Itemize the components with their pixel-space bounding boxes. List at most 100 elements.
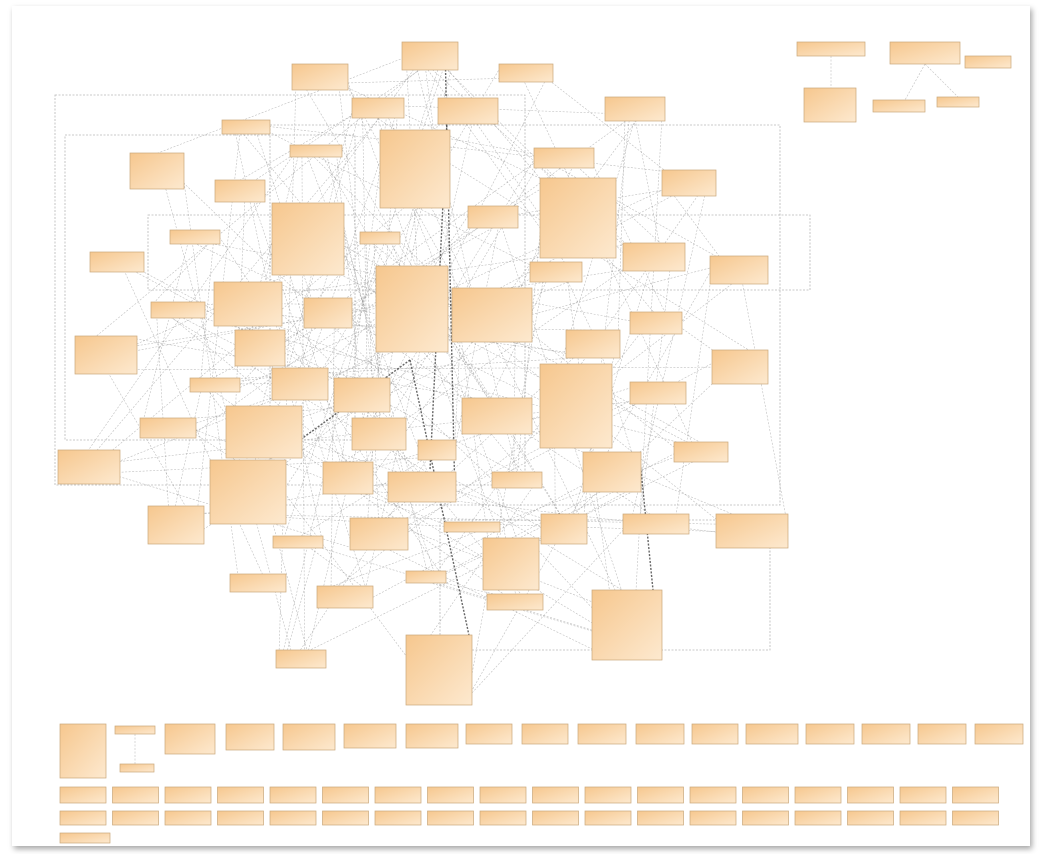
connector [335,64,475,316]
connector [359,79,547,446]
class-box [540,513,588,545]
connector [354,104,757,356]
connector [303,543,370,592]
connector [406,53,444,170]
class-box [465,723,513,745]
class-box [164,723,216,755]
connector [419,58,576,278]
class-box [217,810,264,826]
connector [227,110,360,188]
class-box [229,573,287,593]
class-box [189,377,241,393]
class-box [217,786,264,804]
connector [120,366,739,371]
nodes [57,41,1024,844]
connector [439,491,615,578]
class-box [322,461,374,495]
class-box [427,786,474,804]
class-box [427,810,474,826]
class-box [661,169,717,197]
connector [924,63,959,98]
class-box [351,97,405,119]
connector [365,233,380,546]
connector [471,518,634,694]
class-box [214,179,266,203]
class-box [225,723,275,751]
class-box [952,810,999,826]
connector [631,101,661,246]
class-box [59,832,111,844]
class-box [451,287,533,343]
class-box [405,723,459,749]
class-box [745,723,799,745]
connector [139,238,190,434]
class-box [539,177,617,259]
connector [302,83,575,538]
connector [569,159,664,247]
connector [89,103,393,459]
class-box [333,377,391,413]
connector [338,84,381,443]
class-box [213,281,283,327]
connector [357,104,649,116]
connector [286,536,320,654]
connector [304,396,370,599]
class-box [847,786,894,804]
class-box [889,41,961,65]
class-box [272,535,324,549]
connector [510,189,663,216]
class-box [291,63,349,91]
connector [171,382,203,521]
class-box [532,786,579,804]
class-box [861,723,911,745]
connector [548,80,676,180]
connector [360,464,622,605]
class-box [591,589,663,661]
class-box [169,229,221,245]
class-box [74,335,138,375]
connector [389,236,496,524]
class-box [443,521,501,533]
connector [633,99,664,640]
connector [639,260,672,525]
connector [313,207,491,378]
connector [540,157,735,267]
class-box [89,251,145,273]
class-box [803,87,857,123]
connector [389,439,436,576]
connector [285,63,419,248]
class-box [629,381,687,405]
connector [292,336,506,442]
class-box [796,41,866,57]
class-box [794,786,842,804]
class-box [691,723,739,745]
class-box [164,786,212,804]
class-box [952,786,999,804]
connector [617,96,627,346]
class-box [805,723,855,745]
class-box [275,649,327,669]
class-box [689,786,737,804]
class-box [289,144,343,158]
class-box [539,363,613,449]
class-box [271,367,329,401]
class-box [936,96,980,108]
class-box [303,297,353,329]
class-box [479,786,527,804]
class-box [234,329,286,367]
class-box [964,55,1012,69]
connector [227,356,600,380]
connector [373,243,381,431]
class-box [405,634,473,706]
class-box [974,723,1024,745]
class-box [711,349,769,385]
class-box [405,570,447,584]
class-box [622,242,686,272]
class-box [164,810,212,826]
connector [266,320,758,525]
class-box [351,417,407,451]
class-box [637,786,684,804]
class-box [269,786,317,804]
class-box [582,451,642,493]
class-box [209,459,287,525]
